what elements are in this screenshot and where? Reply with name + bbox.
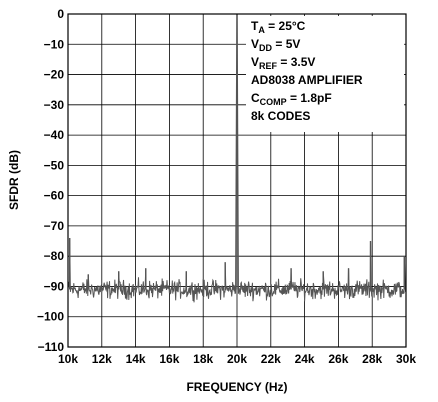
annotation-box-bg <box>246 16 404 132</box>
y-tick-label: −110 <box>38 340 65 354</box>
x-tick-label: 28k <box>362 352 382 366</box>
y-tick-label: −50 <box>44 158 65 172</box>
plot-frame <box>67 13 407 348</box>
x-tick-label: 26k <box>328 352 348 366</box>
annotation-line: VDD = 5V <box>251 37 300 53</box>
annotation-block: TA = 25°C VDD = 5V VREF = 3.5V AD8038 AMPLI… <box>251 19 363 123</box>
x-tick-label: 22k <box>261 352 281 366</box>
y-axis-title: SFDR (dB) <box>7 150 21 210</box>
x-tick-label: 18k <box>193 352 213 366</box>
annotation-line: 8k CODES <box>251 109 310 123</box>
y-tick-label: −80 <box>44 249 65 263</box>
x-tick-label: 24k <box>295 352 315 366</box>
y-tick-label: 0 <box>57 7 64 21</box>
y-tick-label: −70 <box>44 219 65 233</box>
annotation-line: VREF = 3.5V <box>251 55 315 71</box>
x-axis-title: FREQUENCY (Hz) <box>186 380 287 394</box>
annotation-line: CCOMP = 1.8pF <box>251 91 332 107</box>
x-tick-labels: 10k 12k 14k 16k 18k 20k 22k 24k 26k 28k 30k <box>58 352 416 366</box>
x-tick-label: 30k <box>396 352 416 366</box>
annotation-line: AD8038 AMPLIFIER <box>251 73 363 87</box>
x-tick-label: 12k <box>92 352 112 366</box>
y-tick-label: −20 <box>44 68 65 82</box>
y-tick-label: −90 <box>44 279 65 293</box>
y-tick-label: −30 <box>44 98 65 112</box>
annotation-line: TA = 25°C <box>251 19 306 35</box>
y-tick-label: −10 <box>44 37 65 51</box>
y-tick-labels: 0 −10 −20 −30 −40 −50 −60 −70 −80 −90 −100 −110 <box>37 7 64 354</box>
x-tick-label: 20k <box>227 352 247 366</box>
x-tick-label: 10k <box>58 352 78 366</box>
x-tick-label: 14k <box>126 352 146 366</box>
x-tick-label: 16k <box>159 352 179 366</box>
y-tick-label: −60 <box>44 189 65 203</box>
y-tick-label: −100 <box>37 310 64 324</box>
y-tick-label: −40 <box>44 128 65 142</box>
